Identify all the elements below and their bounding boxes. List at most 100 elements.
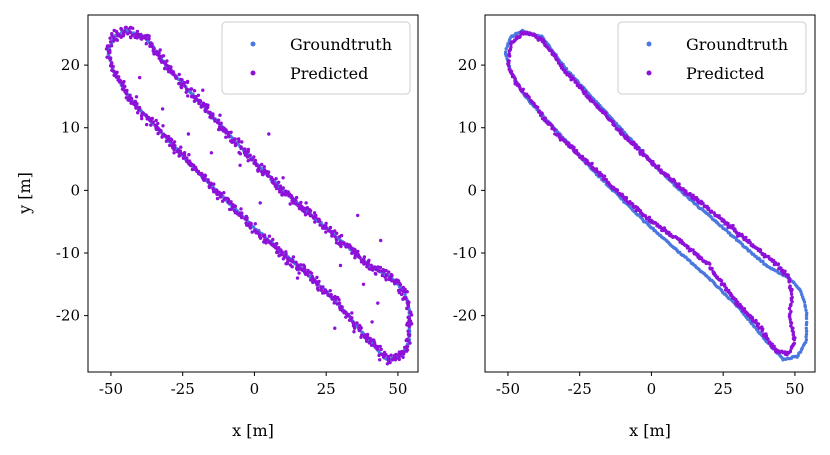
groundtruth-point bbox=[403, 292, 407, 297]
right-ytick-label: -10 bbox=[453, 244, 477, 262]
predicted-point bbox=[353, 248, 357, 252]
predicted-point bbox=[223, 196, 228, 200]
predicted-point bbox=[179, 145, 183, 149]
predicted-point bbox=[131, 33, 135, 37]
predicted-point bbox=[274, 177, 278, 181]
predicted-point bbox=[284, 250, 288, 254]
predicted-point bbox=[357, 327, 361, 331]
predicted-point bbox=[134, 105, 138, 109]
predicted-point bbox=[184, 159, 189, 163]
predicted-point bbox=[116, 32, 121, 36]
predicted-point bbox=[206, 180, 210, 184]
predicted-point bbox=[297, 271, 301, 275]
predicted-point bbox=[353, 256, 357, 260]
predicted-point bbox=[352, 330, 356, 334]
predicted-point bbox=[408, 319, 413, 323]
predicted-point bbox=[537, 109, 541, 113]
predicted-point bbox=[634, 143, 638, 147]
predicted-point bbox=[744, 235, 748, 240]
predicted-point bbox=[376, 301, 380, 305]
predicted-point bbox=[330, 230, 334, 234]
predicted-point bbox=[367, 341, 371, 345]
predicted-point bbox=[215, 190, 219, 194]
predicted-point bbox=[247, 223, 251, 228]
right-xlabel: x [m] bbox=[629, 421, 671, 440]
predicted-point bbox=[238, 152, 243, 156]
predicted-point bbox=[409, 313, 414, 317]
predicted-point bbox=[356, 253, 361, 257]
predicted-point bbox=[183, 84, 187, 88]
predicted-point bbox=[392, 354, 397, 358]
predicted-point bbox=[135, 29, 140, 34]
predicted-point bbox=[373, 271, 377, 276]
right-legend-groundtruth-marker bbox=[646, 41, 652, 47]
left-points bbox=[104, 25, 414, 366]
predicted-point bbox=[108, 48, 112, 53]
predicted-point bbox=[672, 179, 677, 183]
predicted-point bbox=[701, 201, 705, 205]
predicted-point bbox=[362, 255, 367, 259]
predicted-point bbox=[776, 262, 780, 266]
predicted-point bbox=[179, 85, 184, 90]
right-xtick-label: 0 bbox=[647, 380, 657, 398]
predicted-point bbox=[405, 348, 410, 352]
predicted-point bbox=[314, 280, 318, 284]
predicted-point bbox=[304, 201, 308, 205]
predicted-point bbox=[723, 288, 728, 292]
predicted-point bbox=[119, 27, 124, 31]
predicted-point bbox=[401, 355, 405, 359]
predicted-point bbox=[332, 301, 336, 305]
predicted-point bbox=[243, 147, 247, 151]
predicted-point bbox=[324, 226, 328, 230]
predicted-point bbox=[406, 299, 410, 304]
predicted-point bbox=[318, 223, 322, 227]
predicted-point bbox=[211, 188, 216, 192]
predicted-point bbox=[159, 55, 163, 59]
predicted-point bbox=[367, 258, 371, 262]
predicted-point bbox=[249, 158, 254, 162]
predicted-point bbox=[350, 251, 354, 255]
predicted-point bbox=[239, 146, 243, 151]
predicted-point bbox=[363, 336, 367, 340]
predicted-point bbox=[140, 116, 144, 121]
right-xtick-label: 50 bbox=[785, 380, 804, 398]
right-legend-groundtruth-label: Groundtruth bbox=[686, 35, 788, 54]
predicted-point bbox=[384, 278, 388, 282]
predicted-point bbox=[229, 207, 234, 211]
predicted-point bbox=[634, 208, 638, 213]
predicted-point bbox=[232, 204, 236, 208]
predicted-point bbox=[315, 275, 319, 280]
predicted-point bbox=[789, 346, 794, 350]
predicted-point bbox=[390, 358, 395, 362]
predicted-point bbox=[707, 206, 711, 211]
predicted-point bbox=[319, 288, 323, 292]
predicted-point bbox=[118, 78, 122, 82]
predicted-point bbox=[317, 279, 321, 284]
predicted-point bbox=[347, 245, 351, 249]
right-legend: Groundtruth Predicted bbox=[617, 21, 807, 95]
left-ytick-label: 10 bbox=[61, 119, 80, 137]
predicted-point bbox=[347, 318, 352, 322]
predicted-point bbox=[184, 90, 188, 95]
predicted-point bbox=[220, 199, 225, 203]
predicted-point bbox=[158, 48, 162, 52]
right-ticks: -50 -25 0 25 50 -20 -10 0 10 20 bbox=[453, 56, 805, 398]
predicted-point bbox=[409, 310, 413, 314]
predicted-point bbox=[789, 292, 794, 296]
groundtruth-point bbox=[804, 338, 809, 342]
predicted-point bbox=[709, 209, 714, 213]
predicted-point bbox=[136, 111, 140, 115]
predicted-point bbox=[256, 169, 260, 173]
predicted-point bbox=[280, 191, 284, 195]
predicted-point bbox=[226, 197, 230, 202]
predicted-point bbox=[345, 313, 350, 318]
groundtruth-point bbox=[804, 332, 809, 336]
predicted-point bbox=[687, 249, 692, 253]
predicted-point bbox=[198, 99, 203, 103]
predicted-point bbox=[272, 181, 276, 186]
predicted-point bbox=[584, 90, 588, 95]
predicted-point bbox=[109, 62, 114, 66]
predicted-point bbox=[177, 153, 182, 158]
predicted-point bbox=[275, 250, 279, 255]
predicted-point bbox=[405, 306, 409, 311]
